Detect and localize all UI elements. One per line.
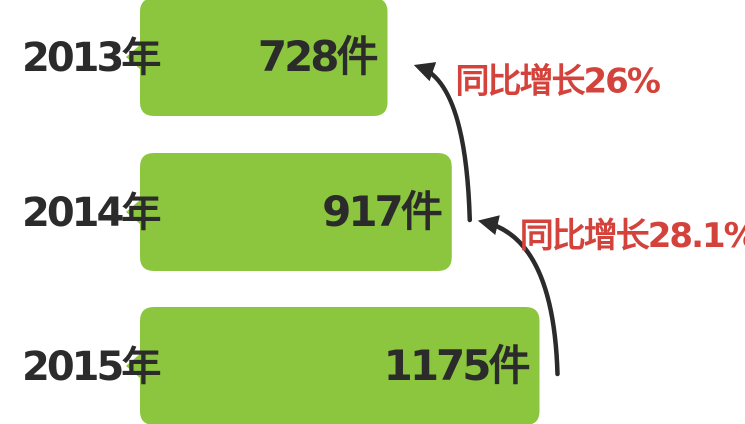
- growth-arrow-0: [413, 62, 473, 223]
- value-label-0: 728件: [258, 32, 378, 81]
- growth-label-0: 同比增长26%: [456, 62, 660, 102]
- bar-1: [126, 153, 452, 271]
- value-label-2: 1175件: [384, 341, 530, 390]
- category-label-1: 2014年: [22, 190, 160, 236]
- category-label-0: 2013年: [22, 35, 160, 81]
- category-label-2: 2015年: [22, 344, 160, 390]
- value-label-1: 917件: [322, 187, 442, 236]
- bar-2: [126, 307, 540, 424]
- growth-label-1: 同比增长28.1%: [520, 216, 745, 256]
- growth-arrow-1: [477, 215, 560, 377]
- bar-0: [126, 0, 388, 116]
